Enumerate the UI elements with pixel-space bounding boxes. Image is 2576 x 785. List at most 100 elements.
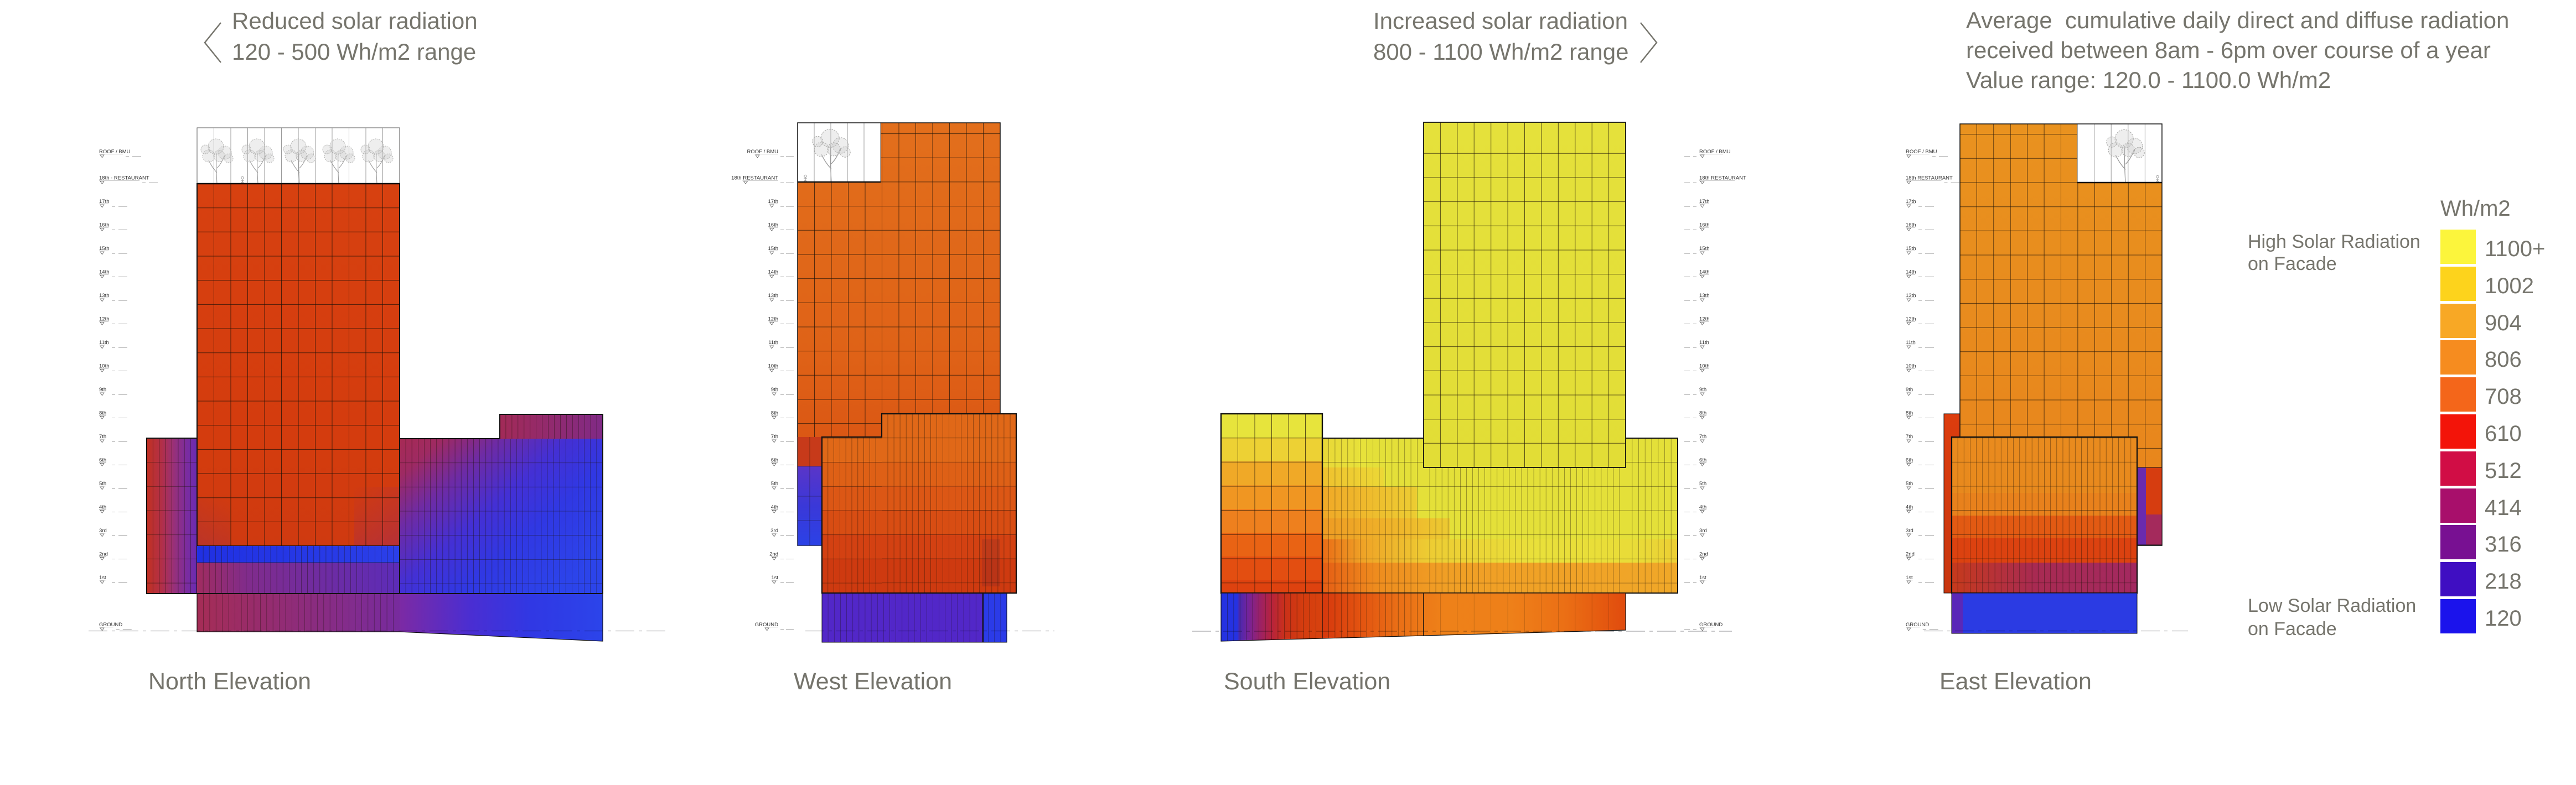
svg-text:9th: 9th: [1906, 387, 1913, 393]
svg-text:11th: 11th: [768, 340, 778, 346]
svg-text:16th: 16th: [768, 222, 779, 228]
svg-text:13th: 13th: [768, 293, 779, 299]
svg-text:6th: 6th: [1699, 458, 1706, 464]
svg-text:10th: 10th: [99, 363, 110, 370]
svg-text:10th: 10th: [768, 363, 779, 370]
svg-text:1100+: 1100+: [2485, 237, 2545, 261]
svg-text:11th: 11th: [99, 340, 109, 346]
svg-text:16th: 16th: [1906, 222, 1916, 228]
svg-text:Average cumulative daily dire: Average cumulative daily direct and diff…: [1966, 7, 2509, 33]
svg-text:904: 904: [2485, 311, 2522, 335]
svg-text:18th - RESTAURANT: 18th - RESTAURANT: [99, 175, 149, 181]
svg-text:4th: 4th: [1906, 505, 1913, 511]
svg-text:1st: 1st: [1699, 575, 1706, 581]
svg-text:5th: 5th: [99, 481, 106, 487]
svg-text:7th: 7th: [1699, 434, 1706, 440]
svg-text:15th: 15th: [768, 246, 779, 252]
svg-text:8th: 8th: [1699, 410, 1706, 417]
svg-text:ROOF / BMU: ROOF / BMU: [1906, 149, 1937, 155]
svg-text:4th: 4th: [771, 505, 778, 511]
svg-text:on Facade: on Facade: [2248, 253, 2337, 274]
svg-text:3rd: 3rd: [770, 528, 778, 534]
svg-text:Reduced solar radiation: Reduced solar radiation: [232, 8, 478, 34]
svg-text:High Solar Radiation: High Solar Radiation: [2248, 231, 2420, 252]
svg-text:120 - 500 Wh/m2 range: 120 - 500 Wh/m2 range: [232, 39, 476, 65]
svg-text:10th: 10th: [1906, 363, 1916, 370]
svg-text:2nd: 2nd: [769, 552, 778, 558]
svg-text:ROOF / BMU: ROOF / BMU: [747, 149, 779, 155]
svg-text:13th: 13th: [1699, 293, 1710, 299]
svg-text:14th: 14th: [99, 269, 110, 275]
svg-text:316: 316: [2485, 532, 2522, 557]
svg-text:East Elevation: East Elevation: [1939, 668, 2092, 695]
svg-text:17th: 17th: [1906, 199, 1916, 205]
svg-text:5th: 5th: [1906, 481, 1913, 487]
svg-text:5th: 5th: [1699, 481, 1706, 487]
svg-text:1st: 1st: [99, 575, 106, 581]
svg-text:414: 414: [2485, 496, 2522, 520]
svg-text:7th: 7th: [99, 434, 106, 440]
svg-text:512: 512: [2485, 459, 2522, 483]
svg-text:on Facade: on Facade: [2248, 618, 2337, 640]
svg-text:14th: 14th: [1906, 269, 1916, 275]
svg-text:3rd: 3rd: [1699, 528, 1707, 534]
svg-text:North Elevation: North Elevation: [148, 668, 311, 695]
svg-text:17th: 17th: [768, 199, 779, 205]
svg-text:GROUND: GROUND: [1906, 622, 1929, 628]
svg-text:8th: 8th: [99, 410, 106, 417]
svg-text:120: 120: [2485, 606, 2522, 631]
svg-text:West Elevation: West Elevation: [794, 668, 952, 695]
svg-text:12th: 12th: [1906, 316, 1916, 323]
svg-text:received between 8am - 6pm ove: received between 8am - 6pm over course o…: [1966, 37, 2491, 63]
svg-text:3rd: 3rd: [99, 528, 107, 534]
svg-text:14th: 14th: [768, 269, 779, 275]
svg-text:Value range: 120.0 - 1100.0 Wh: Value range: 120.0 - 1100.0 Wh/m2: [1966, 67, 2331, 93]
svg-text:15th: 15th: [1906, 246, 1916, 252]
svg-text:South Elevation: South Elevation: [1224, 668, 1390, 695]
svg-text:18th RESTAURANT: 18th RESTAURANT: [1906, 175, 1953, 181]
svg-text:14th: 14th: [1699, 269, 1710, 275]
svg-text:218: 218: [2485, 569, 2522, 594]
svg-text:Increased solar radiation: Increased solar radiation: [1373, 8, 1628, 34]
svg-text:11th: 11th: [1699, 340, 1709, 346]
svg-text:16th: 16th: [1699, 222, 1710, 228]
svg-text:610: 610: [2485, 422, 2522, 446]
svg-text:Low Solar Radiation: Low Solar Radiation: [2248, 595, 2416, 616]
svg-text:1st: 1st: [1906, 575, 1913, 581]
svg-text:12th: 12th: [768, 316, 779, 323]
svg-text:1st: 1st: [771, 575, 778, 581]
svg-text:3rd: 3rd: [1906, 528, 1913, 534]
svg-text:11th: 11th: [1906, 340, 1916, 346]
svg-text:18th RESTAURANT: 18th RESTAURANT: [1699, 175, 1746, 181]
svg-text:GROUND: GROUND: [99, 622, 122, 628]
svg-text:12th: 12th: [1699, 316, 1710, 323]
svg-text:ROOF / BMU: ROOF / BMU: [99, 149, 131, 155]
svg-text:6th: 6th: [1906, 458, 1913, 464]
svg-text:6th: 6th: [99, 458, 106, 464]
svg-text:6th: 6th: [771, 458, 778, 464]
svg-text:9th: 9th: [1699, 387, 1706, 393]
svg-text:17th: 17th: [1699, 199, 1710, 205]
svg-text:16th: 16th: [99, 222, 110, 228]
svg-text:8th: 8th: [1906, 410, 1913, 417]
svg-text:1002: 1002: [2485, 274, 2534, 298]
svg-text:7th: 7th: [1906, 434, 1913, 440]
svg-text:ROOF / BMU: ROOF / BMU: [1699, 149, 1731, 155]
svg-text:806: 806: [2485, 347, 2522, 372]
svg-text:10th: 10th: [1699, 363, 1710, 370]
svg-text:2nd: 2nd: [1699, 552, 1708, 558]
svg-text:9th: 9th: [771, 387, 778, 393]
svg-text:2nd: 2nd: [99, 552, 108, 558]
svg-text:800 - 1100 Wh/m2 range: 800 - 1100 Wh/m2 range: [1373, 39, 1629, 65]
svg-text:GROUND: GROUND: [755, 622, 778, 628]
svg-text:Wh/m2: Wh/m2: [2440, 196, 2511, 221]
svg-text:18th RESTAURANT: 18th RESTAURANT: [731, 175, 778, 181]
svg-text:15th: 15th: [99, 246, 110, 252]
svg-text:13th: 13th: [1906, 293, 1916, 299]
svg-text:4th: 4th: [1699, 505, 1706, 511]
svg-text:GROUND: GROUND: [1699, 622, 1722, 628]
svg-text:8th: 8th: [771, 410, 778, 417]
svg-text:4th: 4th: [99, 505, 106, 511]
svg-text:12th: 12th: [99, 316, 110, 323]
svg-text:7th: 7th: [771, 434, 778, 440]
